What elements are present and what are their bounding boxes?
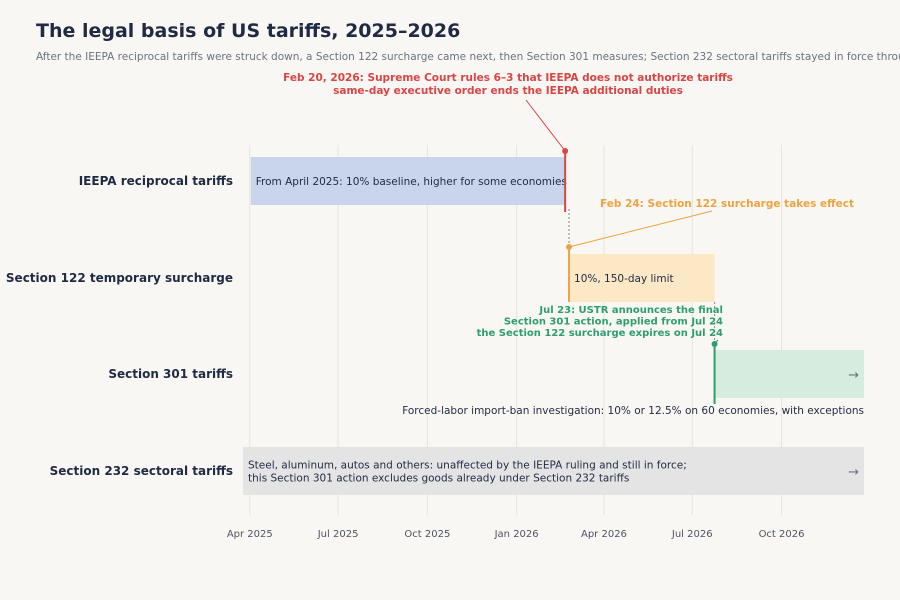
bar-annotation: From April 2025: 10% baseline, higher fo… bbox=[256, 176, 567, 188]
event-leader bbox=[568, 210, 713, 248]
event-annotation: Section 301 action, applied from Jul 24 bbox=[504, 317, 723, 328]
event-dot bbox=[566, 244, 573, 250]
event-annotation: same-day executive order ends the IEEPA … bbox=[333, 85, 683, 97]
row-label: Section 301 tariffs bbox=[108, 367, 233, 381]
tariff-bar bbox=[250, 157, 566, 205]
ongoing-arrow: → bbox=[848, 465, 859, 480]
row-label: Section 232 sectoral tariffs bbox=[50, 464, 233, 478]
event-dot bbox=[562, 148, 569, 154]
tariff-bar bbox=[569, 254, 715, 302]
event-annotation: Feb 24: Section 122 surcharge takes effe… bbox=[600, 198, 854, 210]
row-label: IEEPA reciprocal tariffs bbox=[79, 174, 233, 188]
bar-annotation: this Section 301 action excludes goods a… bbox=[248, 473, 629, 485]
bar-annotation: 10%, 150-day limit bbox=[574, 273, 674, 285]
event-dot bbox=[711, 341, 718, 347]
event-leader bbox=[525, 99, 566, 152]
x-tick-label: Jul 2026 bbox=[671, 529, 713, 540]
bar-annotation: Steel, aluminum, autos and others: unaff… bbox=[248, 460, 687, 472]
event-annotation: Jul 23: USTR announces the final bbox=[538, 305, 723, 316]
x-tick-label: Jan 2026 bbox=[494, 529, 539, 540]
x-tick-label: Apr 2026 bbox=[581, 529, 627, 540]
x-tick-label: Oct 2026 bbox=[759, 529, 805, 540]
x-tick-label: Jul 2025 bbox=[317, 529, 359, 540]
page-subtitle: After the IEEPA reciprocal tariffs were … bbox=[36, 51, 900, 63]
row-label: Section 122 temporary surcharge bbox=[6, 271, 233, 285]
event-annotation: Feb 20, 2026: Supreme Court rules 6–3 th… bbox=[283, 72, 733, 84]
ongoing-arrow: → bbox=[848, 368, 859, 383]
event-annotation: the Section 122 surcharge expires on Jul… bbox=[477, 328, 723, 339]
x-tick-label: Oct 2025 bbox=[404, 529, 450, 540]
x-tick-label: Apr 2025 bbox=[227, 529, 273, 540]
bar-annotation: Forced-labor import-ban investigation: 1… bbox=[402, 405, 864, 417]
page-title: The legal basis of US tariffs, 2025–2026 bbox=[36, 20, 461, 42]
tariff-bar bbox=[714, 350, 864, 398]
tariff-bar bbox=[243, 447, 864, 495]
